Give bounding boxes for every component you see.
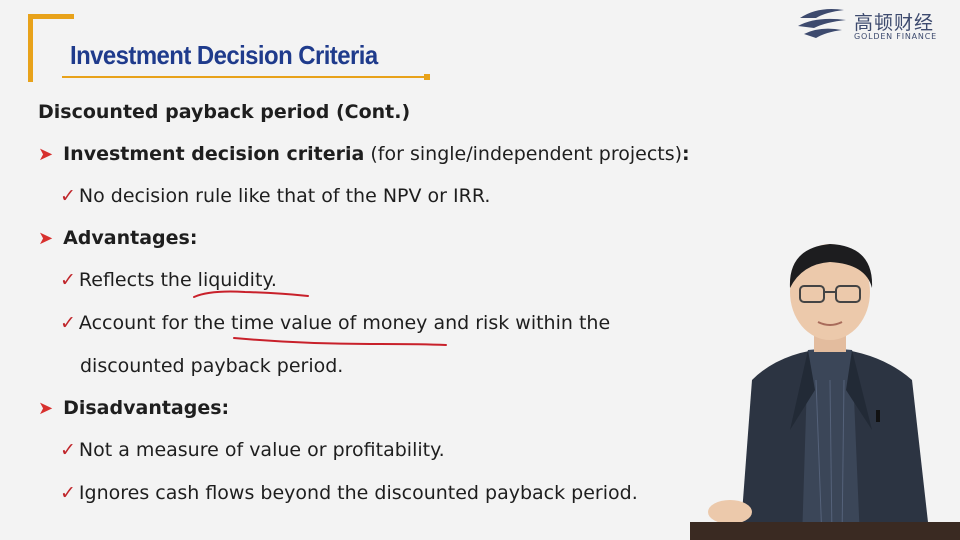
section-decision-criteria: ➤ Investment decision criteria (for singl… — [38, 143, 690, 165]
slide-title: Investment Decision Criteria — [70, 40, 378, 70]
section-heading: Investment decision criteria — [63, 143, 365, 165]
checkmark-icon: ✓ — [60, 439, 76, 461]
golden-finance-logo: 高顿财经 GOLDEN FINANCE — [796, 4, 956, 44]
section-heading-note: (for single/independent projects) — [364, 143, 683, 165]
list-item-continuation: discounted payback period. — [80, 355, 344, 377]
point-text: Account for the time value of money and … — [78, 312, 611, 334]
logo-text-cn: 高顿财经 — [854, 12, 935, 34]
list-item: ✓ Account for the time value of money and… — [60, 312, 610, 334]
title-underline — [62, 76, 426, 78]
point-text: Ignores cash flows beyond the discounted… — [78, 482, 638, 504]
logo-wing-icon — [798, 9, 846, 38]
arrow-bullet-icon: ➤ — [38, 144, 54, 165]
section-heading-colon: : — [682, 143, 690, 165]
point-text: Not a measure of value or profitability. — [78, 439, 445, 461]
section-disadvantages: ➤ Disadvantages: — [38, 397, 229, 419]
section-advantages: ➤ Advantages: — [38, 227, 197, 249]
presenter-illustration — [690, 244, 960, 540]
logo-text-en: GOLDEN FINANCE — [854, 32, 937, 41]
handwritten-underline-time-value — [233, 337, 447, 346]
title-frame-bracket — [28, 14, 74, 82]
arrow-bullet-icon: ➤ — [38, 228, 54, 249]
list-item: ✓ Reflects the liquidity. — [60, 269, 277, 291]
checkmark-icon: ✓ — [60, 185, 76, 207]
section-heading: Disadvantages: — [63, 397, 230, 419]
point-text: No decision rule like that of the NPV or… — [78, 185, 491, 207]
checkmark-icon: ✓ — [60, 312, 76, 334]
list-item: ✓ No decision rule like that of the NPV o… — [60, 185, 490, 207]
list-item: ✓ Ignores cash flows beyond the discounte… — [60, 482, 638, 504]
handwritten-underline-liquidity — [193, 290, 309, 298]
section-heading: Advantages: — [63, 227, 198, 249]
checkmark-icon: ✓ — [60, 482, 76, 504]
arrow-bullet-icon: ➤ — [38, 398, 54, 419]
title-underline-end — [424, 74, 430, 80]
slide-subtitle: Discounted payback period (Cont.) — [38, 101, 411, 123]
checkmark-icon: ✓ — [60, 269, 76, 291]
point-text: Reflects the liquidity. — [78, 269, 277, 291]
list-item: ✓ Not a measure of value or profitability… — [60, 439, 445, 461]
